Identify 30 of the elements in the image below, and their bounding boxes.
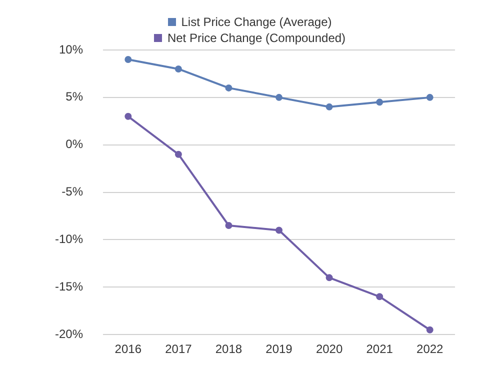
- x-tick-label: 2019: [266, 342, 293, 356]
- point: [225, 222, 232, 230]
- point: [276, 226, 283, 234]
- point: [376, 98, 384, 106]
- x-tick-label: 2017: [165, 342, 192, 356]
- point: [174, 65, 182, 72]
- y-tick-label: 5%: [66, 90, 84, 104]
- x-tick-label: 2020: [316, 342, 343, 356]
- x-tick-label: 2022: [416, 342, 444, 356]
- point: [426, 326, 434, 334]
- point: [174, 150, 182, 158]
- point: [124, 56, 132, 63]
- point: [376, 293, 384, 300]
- y-tick-label: -5%: [62, 184, 84, 199]
- y-tick-label: -20%: [55, 326, 84, 341]
- y-tick-label: -10%: [55, 232, 84, 246]
- point: [276, 94, 283, 101]
- legend-label: Net Price Change (Compounded): [167, 31, 346, 45]
- y-tick-label: -15%: [55, 279, 84, 294]
- point: [326, 274, 333, 282]
- point: [426, 94, 434, 101]
- x-tick-label: 2016: [114, 342, 142, 356]
- y-tick-label: 0%: [66, 137, 84, 152]
- x-tick-label: 2018: [215, 342, 242, 356]
- point: [225, 84, 232, 92]
- y-tick-label: 10%: [58, 42, 84, 56]
- x-tick-label: 2021: [366, 342, 394, 356]
- point: [326, 103, 333, 110]
- point: [124, 112, 132, 120]
- legend-label: List Price Change (Average): [181, 15, 332, 29]
